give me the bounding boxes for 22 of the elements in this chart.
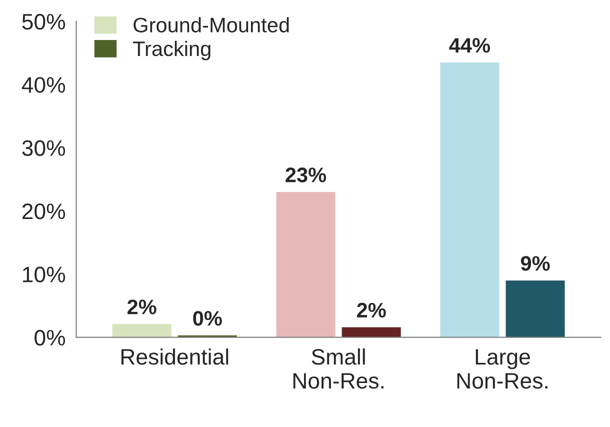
y-tick-label: 0% [34, 330, 66, 346]
y-tick-label: 10% [23, 266, 66, 282]
y-tick-label: 40% [22, 77, 66, 93]
bar [440, 62, 500, 338]
legend-label: Ground-Mounted [134, 17, 289, 32]
bar [506, 280, 565, 338]
x-tick-label: Large Non-Res. [457, 349, 548, 389]
x-tick-label: Small Non-Res. [293, 348, 384, 389]
data-label: 2% [127, 300, 156, 314]
data-label: 0% [193, 311, 222, 326]
y-tick-label: 50% [22, 14, 66, 30]
data-label: 2% [357, 302, 386, 318]
bar [276, 192, 336, 338]
y-tick-label: 20% [22, 203, 66, 220]
data-label: 44% [449, 38, 490, 53]
x-tick-label: Residential [121, 348, 228, 365]
data-label: 23% [286, 168, 326, 182]
y-tick-label: 30% [22, 140, 66, 156]
data-label: 9% [520, 256, 550, 271]
bar [342, 327, 401, 338]
bar [112, 324, 172, 338]
legend-label: Tracking [133, 40, 210, 60]
